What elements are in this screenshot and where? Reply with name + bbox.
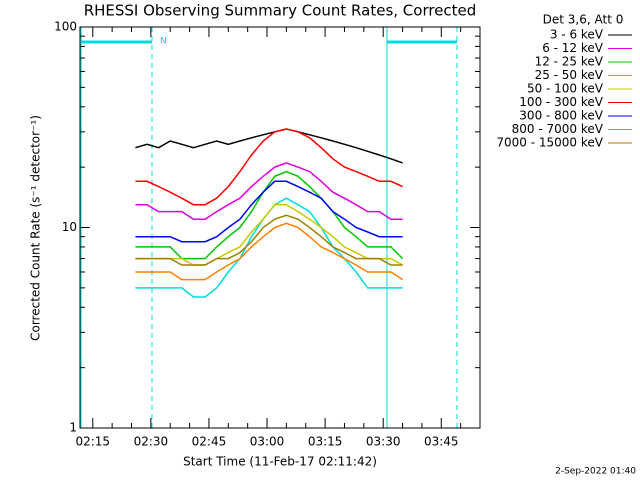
x-axis-label: Start Time (11-Feb-17 02:11:42): [183, 455, 377, 469]
legend-label: 100 - 300 keV: [519, 95, 603, 109]
y-axis-label: Corrected Count Rate (s⁻¹ detector⁻¹): [29, 115, 43, 341]
legend-label: 25 - 50 keV: [535, 68, 604, 82]
y-tick-label: 100: [54, 20, 77, 34]
y-tick-label: 10: [62, 220, 77, 234]
data-line: [135, 170, 404, 260]
footer: 2-Sep-2022 01:40: [555, 467, 636, 477]
legend-label: 800 - 7000 keV: [512, 122, 604, 136]
data-line: [135, 128, 403, 164]
indicators: N: [80, 27, 458, 428]
data-line: [135, 162, 403, 220]
legend-label: 7000 - 15000 keV: [496, 136, 603, 150]
x-tick-label: 02:15: [75, 435, 110, 449]
x-tick-label: 03:45: [424, 435, 459, 449]
legend-label: 12 - 25 keV: [535, 55, 604, 69]
y-tick-label: 1: [69, 421, 77, 435]
data-line: [135, 214, 403, 266]
data-line: [135, 222, 404, 281]
data-line: [135, 128, 403, 206]
legend-label: 300 - 800 keV: [519, 109, 603, 123]
x-tick-label: 03:00: [250, 435, 285, 449]
legend-title: Det 3,6, Att 0: [543, 13, 624, 27]
legend-label: 6 - 12 keV: [542, 41, 604, 55]
data-line: [135, 203, 403, 266]
data-line: [135, 180, 403, 243]
legend-label: 3 - 6 keV: [550, 28, 604, 42]
annotation: N: [160, 37, 167, 47]
chart-title: RHESSI Observing Summary Count Rates, Co…: [84, 2, 477, 20]
x-tick-label: 02:45: [192, 435, 227, 449]
x-tick-label: 03:30: [366, 435, 401, 449]
legend-label: 50 - 100 keV: [527, 82, 604, 96]
x-tick-label: 03:15: [308, 435, 343, 449]
x-tick-label: 02:30: [134, 435, 169, 449]
